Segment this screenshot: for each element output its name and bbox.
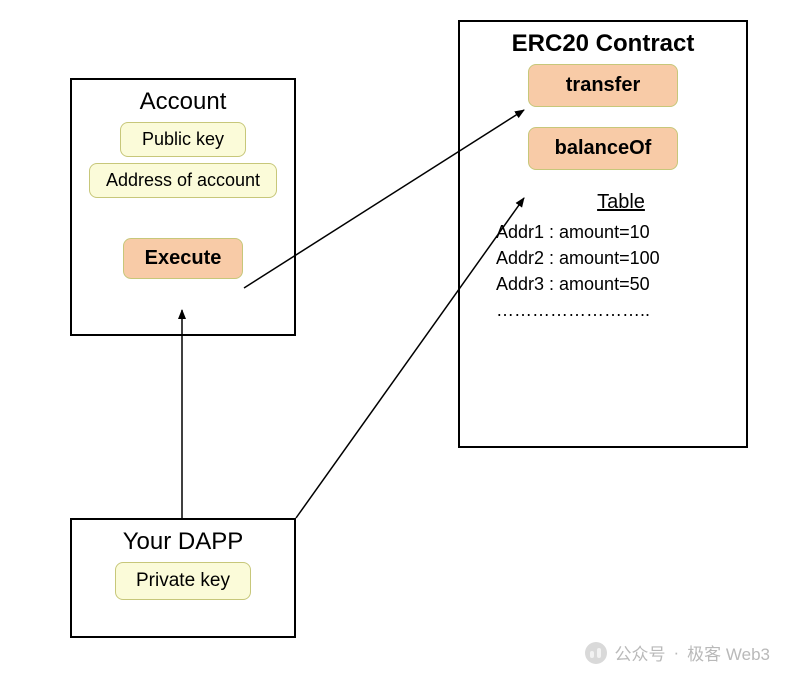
balance-table: Table Addr1 : amount=10 Addr2 : amount=1… (496, 188, 746, 323)
table-title: Table (496, 188, 746, 217)
table-row: Addr3 : amount=50 (496, 271, 746, 297)
table-row: …………………….. (496, 297, 746, 323)
account-box: Account Public key Address of account Ex… (70, 78, 296, 336)
wechat-icon (585, 642, 607, 664)
public-key-pill: Public key (120, 122, 246, 157)
private-key-pill: Private key (115, 562, 251, 600)
contract-box: ERC20 Contract transfer balanceOf Table … (458, 20, 748, 448)
execute-pill: Execute (123, 238, 243, 279)
balanceof-pill: balanceOf (528, 127, 678, 170)
address-pill: Address of account (89, 163, 277, 198)
watermark: 公众号 · 极客 Web3 (585, 640, 771, 665)
dapp-box: Your DAPP Private key (70, 518, 296, 638)
contract-title: ERC20 Contract (460, 30, 746, 58)
account-title: Account (72, 88, 294, 116)
table-row: Addr1 : amount=10 (496, 219, 746, 245)
watermark-dot: · (674, 643, 680, 663)
dapp-title: Your DAPP (72, 528, 294, 556)
watermark-text-2: 极客 Web3 (687, 640, 770, 665)
transfer-pill: transfer (528, 64, 678, 107)
watermark-text-1: 公众号 (615, 640, 666, 665)
table-row: Addr2 : amount=100 (496, 245, 746, 271)
